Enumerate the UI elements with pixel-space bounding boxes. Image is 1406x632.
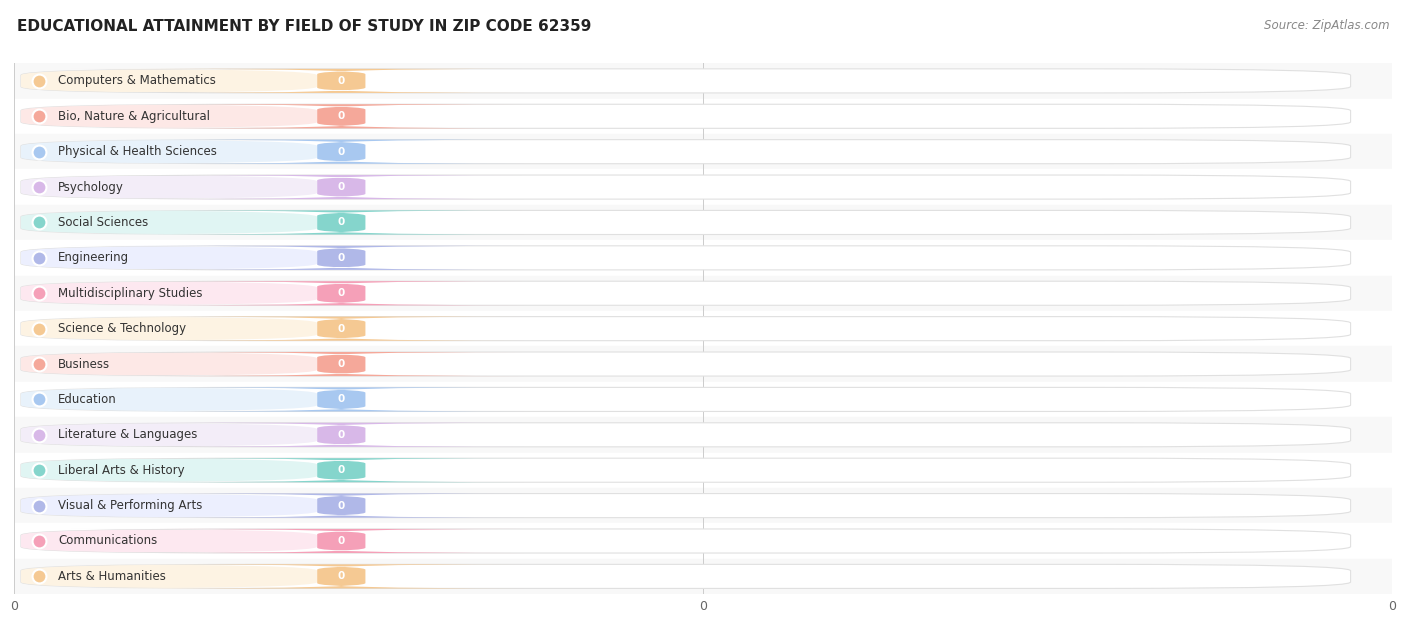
Text: Physical & Health Sciences: Physical & Health Sciences [58, 145, 217, 158]
FancyBboxPatch shape [21, 423, 318, 447]
Bar [14, 382, 1392, 417]
FancyBboxPatch shape [159, 281, 524, 305]
Bar [14, 417, 1392, 453]
Text: 0: 0 [337, 253, 344, 263]
FancyBboxPatch shape [21, 529, 318, 553]
Text: Communications: Communications [58, 535, 157, 547]
FancyBboxPatch shape [159, 246, 524, 270]
Text: Literature & Languages: Literature & Languages [58, 428, 197, 441]
Text: Liberal Arts & History: Liberal Arts & History [58, 464, 184, 477]
Text: 0: 0 [337, 324, 344, 334]
FancyBboxPatch shape [21, 423, 1351, 447]
Text: 0: 0 [337, 111, 344, 121]
Text: Source: ZipAtlas.com: Source: ZipAtlas.com [1264, 19, 1389, 32]
FancyBboxPatch shape [21, 175, 1351, 199]
Text: Visual & Performing Arts: Visual & Performing Arts [58, 499, 202, 512]
FancyBboxPatch shape [159, 104, 524, 128]
FancyBboxPatch shape [21, 458, 1351, 482]
FancyBboxPatch shape [159, 69, 524, 93]
FancyBboxPatch shape [21, 210, 318, 234]
Text: 0: 0 [337, 182, 344, 192]
FancyBboxPatch shape [159, 387, 524, 411]
FancyBboxPatch shape [159, 352, 524, 376]
Bar [14, 453, 1392, 488]
Bar [14, 276, 1392, 311]
FancyBboxPatch shape [21, 564, 1351, 588]
FancyBboxPatch shape [159, 423, 524, 447]
Text: Arts & Humanities: Arts & Humanities [58, 570, 166, 583]
FancyBboxPatch shape [21, 281, 318, 305]
Text: 0: 0 [337, 536, 344, 546]
Bar [14, 559, 1392, 594]
Text: 0: 0 [337, 147, 344, 157]
FancyBboxPatch shape [21, 246, 1351, 270]
Bar [14, 99, 1392, 134]
Text: 0: 0 [337, 76, 344, 86]
FancyBboxPatch shape [21, 281, 1351, 305]
FancyBboxPatch shape [21, 529, 1351, 553]
Text: 0: 0 [337, 501, 344, 511]
FancyBboxPatch shape [21, 494, 318, 518]
Text: 0: 0 [337, 394, 344, 404]
FancyBboxPatch shape [159, 564, 524, 588]
Text: 0: 0 [337, 288, 344, 298]
Text: Education: Education [58, 393, 117, 406]
FancyBboxPatch shape [159, 458, 524, 482]
FancyBboxPatch shape [21, 246, 318, 270]
FancyBboxPatch shape [21, 104, 318, 128]
FancyBboxPatch shape [21, 69, 1351, 93]
Text: 0: 0 [337, 217, 344, 228]
FancyBboxPatch shape [21, 494, 1351, 518]
Text: Science & Technology: Science & Technology [58, 322, 186, 335]
Bar [14, 169, 1392, 205]
Text: Business: Business [58, 358, 110, 370]
FancyBboxPatch shape [21, 317, 1351, 341]
Bar [14, 240, 1392, 276]
FancyBboxPatch shape [21, 210, 1351, 234]
FancyBboxPatch shape [21, 140, 318, 164]
Text: Computers & Mathematics: Computers & Mathematics [58, 75, 217, 87]
Bar [14, 134, 1392, 169]
FancyBboxPatch shape [21, 387, 1351, 411]
FancyBboxPatch shape [21, 317, 318, 341]
FancyBboxPatch shape [159, 175, 524, 199]
Bar [14, 523, 1392, 559]
Text: Bio, Nature & Agricultural: Bio, Nature & Agricultural [58, 110, 209, 123]
FancyBboxPatch shape [21, 387, 318, 411]
Text: Multidisciplinary Studies: Multidisciplinary Studies [58, 287, 202, 300]
Text: Social Sciences: Social Sciences [58, 216, 149, 229]
Text: EDUCATIONAL ATTAINMENT BY FIELD OF STUDY IN ZIP CODE 62359: EDUCATIONAL ATTAINMENT BY FIELD OF STUDY… [17, 19, 592, 34]
FancyBboxPatch shape [159, 494, 524, 518]
FancyBboxPatch shape [21, 352, 1351, 376]
Text: Psychology: Psychology [58, 181, 124, 193]
Bar [14, 63, 1392, 99]
FancyBboxPatch shape [159, 210, 524, 234]
Text: Engineering: Engineering [58, 252, 129, 264]
Bar [14, 311, 1392, 346]
FancyBboxPatch shape [159, 140, 524, 164]
Text: 0: 0 [337, 430, 344, 440]
FancyBboxPatch shape [21, 175, 318, 199]
FancyBboxPatch shape [21, 458, 318, 482]
Bar [14, 205, 1392, 240]
FancyBboxPatch shape [21, 352, 318, 376]
FancyBboxPatch shape [21, 140, 1351, 164]
FancyBboxPatch shape [159, 317, 524, 341]
FancyBboxPatch shape [21, 69, 318, 93]
FancyBboxPatch shape [21, 104, 1351, 128]
Bar [14, 346, 1392, 382]
FancyBboxPatch shape [159, 529, 524, 553]
Text: 0: 0 [337, 465, 344, 475]
Text: 0: 0 [337, 571, 344, 581]
Bar [14, 488, 1392, 523]
FancyBboxPatch shape [21, 564, 318, 588]
Text: 0: 0 [337, 359, 344, 369]
